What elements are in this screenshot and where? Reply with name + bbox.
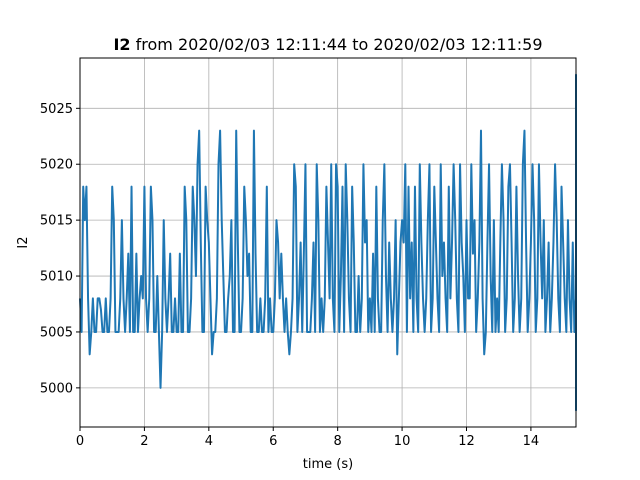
x-tick-label: 6	[269, 434, 277, 449]
x-tick-label: 8	[334, 434, 342, 449]
chart-title-rest: from 2020/02/03 12:11:44 to 2020/02/03 1…	[131, 35, 543, 54]
axis-ticks: 0 2 4 6 8 10 12 14 5000 5005 5010 5015 5020 5025	[40, 102, 539, 449]
plot-frame	[79, 57, 577, 428]
y-tick-label: 5005	[40, 325, 73, 340]
x-tick-label: 12	[458, 434, 475, 449]
x-axis-label: time (s)	[303, 457, 353, 472]
y-tick-label: 5025	[40, 102, 73, 117]
chart-title-bold: I2	[113, 35, 130, 54]
y-tick-label: 5020	[40, 158, 73, 173]
x-tick-label: 0	[76, 434, 84, 449]
x-tick-label: 10	[394, 434, 411, 449]
y-tick-label: 5000	[40, 381, 73, 396]
y-tick-label: 5015	[40, 214, 73, 229]
y-axis-label: I2	[16, 236, 31, 248]
series-line	[79, 73, 577, 412]
x-tick-label: 2	[140, 434, 148, 449]
x-tick-label: 14	[523, 434, 540, 449]
chart-title: I2 from 2020/02/03 12:11:44 to 2020/02/0…	[113, 35, 542, 54]
x-tick-label: 4	[205, 434, 213, 449]
y-tick-label: 5010	[40, 270, 73, 285]
